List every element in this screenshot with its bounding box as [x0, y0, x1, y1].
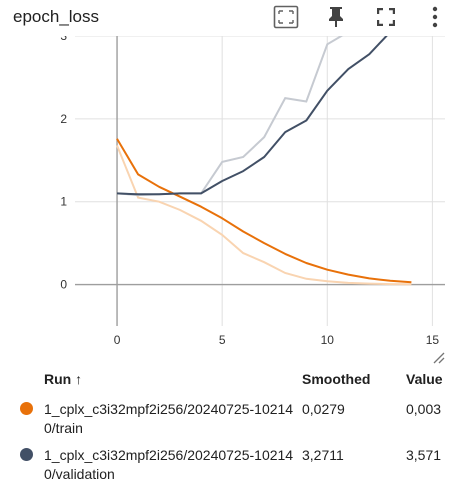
runs-table-header: Run ↑ Smoothed Value: [0, 366, 460, 392]
more-vert-icon: [432, 6, 438, 28]
run-column-header[interactable]: Run ↑: [44, 371, 83, 387]
x-tick-label: 10: [321, 333, 335, 347]
table-row: 1_cplx_c3i32mpf2i256/20240725-102140/val…: [0, 438, 460, 484]
series-raw-line-1: [116, 36, 344, 197]
chart-canvas[interactable]: 0 1 2 3 0 5 10 15: [0, 36, 460, 356]
x-tick-label: 5: [219, 333, 226, 347]
run-color-swatch[interactable]: [20, 402, 33, 415]
run-color-swatch[interactable]: [20, 448, 33, 461]
value-column-header[interactable]: Value: [406, 371, 443, 387]
smoothed-column-header[interactable]: Smoothed: [302, 371, 371, 387]
run-name: 1_cplx_c3i32mpf2i256/20240725-102140/tra…: [44, 401, 294, 436]
fullscreen-button[interactable]: [372, 4, 400, 30]
y-tick-label: 2: [60, 112, 67, 126]
table-row: 1_cplx_c3i32mpf2i256/20240725-102140/tra…: [0, 392, 460, 438]
fit-domain-icon: [273, 5, 299, 29]
runs-table: Run ↑ Smoothed Value 1_cplx_c3i32mpf2i25…: [0, 366, 460, 484]
raw-value: 3,571: [406, 447, 442, 463]
x-tick-label: 0: [114, 333, 121, 347]
fullscreen-icon: [377, 8, 395, 26]
series-raw-line-0: [116, 145, 412, 286]
sort-ascending-icon: ↑: [75, 371, 83, 387]
y-tick-label: 0: [60, 278, 67, 292]
series-smoothed-line-0: [116, 138, 412, 284]
series-smoothed-line-1: [116, 36, 388, 196]
smoothed-value: 3,2711: [302, 447, 344, 463]
raw-value: 0,003: [406, 401, 442, 417]
y-tick-label: 3: [60, 36, 67, 43]
pin-icon: [329, 7, 343, 27]
resize-handle[interactable]: [431, 350, 445, 364]
more-options-button[interactable]: [421, 4, 449, 30]
pin-button[interactable]: [322, 4, 350, 30]
resize-icon: [433, 352, 445, 364]
loss-chart[interactable]: 0 1 2 3 0 5 10 15: [0, 36, 460, 356]
smoothed-value: 0,0279: [302, 401, 345, 417]
swatch-header: [0, 366, 44, 392]
chart-title: epoch_loss: [13, 7, 100, 26]
run-name: 1_cplx_c3i32mpf2i256/20240725-102140/val…: [44, 447, 294, 482]
x-tick-label: 15: [426, 333, 440, 347]
fit-domain-button[interactable]: [272, 4, 300, 30]
card-header: epoch_loss: [0, 0, 460, 36]
y-tick-label: 1: [60, 195, 67, 209]
